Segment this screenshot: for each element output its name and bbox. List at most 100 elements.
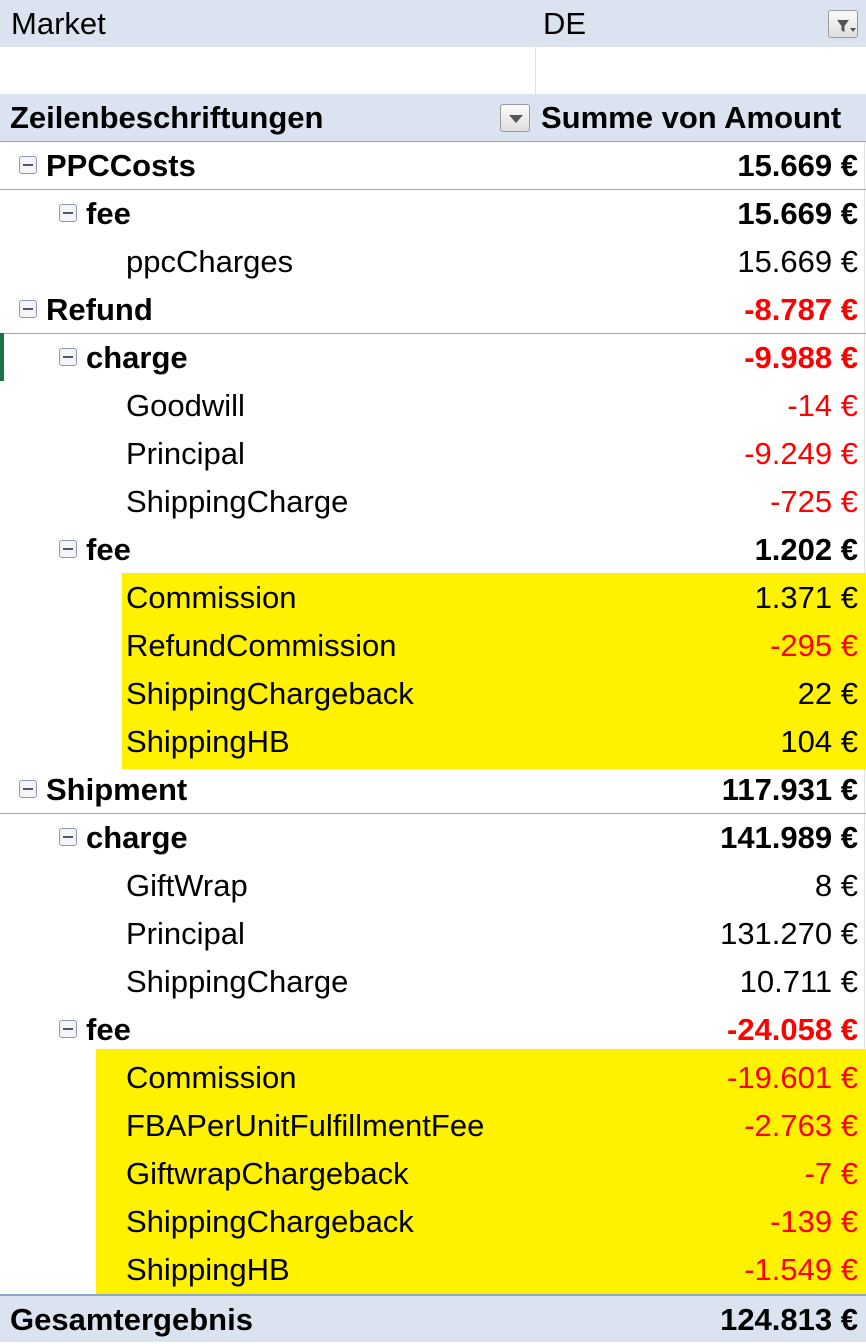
active-cell-marker xyxy=(0,333,4,381)
grand-total-label: Gesamtergebnis xyxy=(10,1302,253,1337)
pivot-row-level3[interactable]: ppcCharges 15.669 € xyxy=(0,238,866,286)
row-value: -9.988 € xyxy=(744,340,858,375)
pivot-row-level1[interactable]: PPCCosts 15.669 € xyxy=(0,142,866,190)
row-value: -19.601 € xyxy=(727,1060,858,1095)
row-label: Principal xyxy=(126,436,245,471)
pivot-row-level3[interactable]: ShippingCharge 10.711 € xyxy=(0,958,866,1006)
row-label: ppcCharges xyxy=(126,244,294,279)
pivot-row-level3[interactable]: GiftwrapChargeback -7 € xyxy=(0,1150,866,1198)
row-label: Commission xyxy=(126,580,297,615)
row-value: 15.669 € xyxy=(737,196,858,231)
row-value: -1.549 € xyxy=(744,1252,858,1287)
pivot-filter-row: Market DE xyxy=(0,0,866,48)
row-label: charge xyxy=(86,340,188,375)
row-value: -725 € xyxy=(770,484,858,519)
pivot-row-level3[interactable]: Commission 1.371 € xyxy=(0,574,866,622)
row-value: 10.711 € xyxy=(739,964,858,999)
row-labels-header: Zeilenbeschriftungen xyxy=(10,100,324,135)
row-value: -139 € xyxy=(770,1204,858,1239)
row-label: RefundCommission xyxy=(126,628,397,663)
pivot-row-level3[interactable]: Principal -9.249 € xyxy=(0,430,866,478)
filter-funnel-icon xyxy=(837,20,856,32)
pivot-row-level2[interactable]: fee 1.202 € xyxy=(0,526,866,574)
row-label: FBAPerUnitFulfillmentFee xyxy=(126,1108,485,1143)
row-value: -14 € xyxy=(787,388,858,423)
row-value: 8 € xyxy=(814,868,858,903)
chevron-down-icon xyxy=(509,115,523,123)
pivot-row-level2[interactable]: fee 15.669 € xyxy=(0,190,866,238)
section-separator xyxy=(0,813,866,814)
pivot-row-level3[interactable]: Goodwill -14 € xyxy=(0,382,866,430)
pivot-row-level2[interactable]: charge -9.988 € xyxy=(0,334,866,382)
row-labels-dropdown-button[interactable] xyxy=(500,104,530,132)
row-value: -295 € xyxy=(770,628,858,663)
row-value: 131.270 € xyxy=(720,916,858,951)
pivot-row-level3[interactable]: ShippingChargeback 22 € xyxy=(0,670,866,718)
section-separator xyxy=(0,333,866,334)
row-label: GiftWrap xyxy=(126,868,248,903)
row-label: Commission xyxy=(126,1060,297,1095)
row-value: -7 € xyxy=(804,1156,858,1191)
section-separator xyxy=(0,189,866,190)
row-value: -2.763 € xyxy=(744,1108,858,1143)
collapse-toggle-icon[interactable] xyxy=(19,780,37,798)
row-label: Goodwill xyxy=(126,388,245,423)
row-value: 141.989 € xyxy=(720,820,858,855)
row-value: 15.669 € xyxy=(737,148,858,183)
row-label: Shipment xyxy=(46,772,188,807)
row-label: ShippingHB xyxy=(126,1252,290,1287)
row-label: GiftwrapChargeback xyxy=(126,1156,409,1191)
row-value: 1.371 € xyxy=(754,580,858,615)
pivot-row-level3[interactable]: GiftWrap 8 € xyxy=(0,862,866,910)
row-value: 15.669 € xyxy=(737,244,858,279)
row-label: ShippingCharge xyxy=(126,484,349,519)
row-value: -9.249 € xyxy=(744,436,858,471)
collapse-toggle-icon[interactable] xyxy=(59,204,77,222)
pivot-row-level3[interactable]: ShippingCharge -725 € xyxy=(0,478,866,526)
row-value: 117.931 € xyxy=(721,772,858,807)
pivot-column-header-row: Zeilenbeschriftungen Summe von Amount xyxy=(0,94,866,142)
row-value: 22 € xyxy=(797,676,858,711)
grand-total-row[interactable]: Gesamtergebnis 124.813 € xyxy=(0,1294,866,1342)
pivot-row-level3[interactable]: FBAPerUnitFulfillmentFee -2.763 € xyxy=(0,1102,866,1150)
row-label: Refund xyxy=(46,292,153,327)
pivot-row-level2[interactable]: fee -24.058 € xyxy=(0,1006,866,1054)
row-label: ShippingChargeback xyxy=(126,1204,414,1239)
pivot-row-level3[interactable]: ShippingHB -1.549 € xyxy=(0,1246,866,1294)
collapse-toggle-icon[interactable] xyxy=(19,156,37,174)
highlight-block-shipment-fee xyxy=(96,1049,866,1294)
row-label: fee xyxy=(86,196,131,231)
pivot-row-level2[interactable]: charge 141.989 € xyxy=(0,814,866,862)
values-header: Summe von Amount xyxy=(541,100,842,135)
collapse-toggle-icon[interactable] xyxy=(59,828,77,846)
highlight-block-refund-fee xyxy=(122,573,866,769)
row-label: Principal xyxy=(126,916,245,951)
filter-field-label: Market xyxy=(11,6,106,41)
row-value: 1.202 € xyxy=(754,532,858,567)
row-label: PPCCosts xyxy=(46,148,196,183)
row-label: ShippingHB xyxy=(126,724,290,759)
row-value: -24.058 € xyxy=(727,1012,858,1047)
collapse-toggle-icon[interactable] xyxy=(59,348,77,366)
row-value: -8.787 € xyxy=(744,292,858,327)
pivot-row-level1[interactable]: Shipment 117.931 € xyxy=(0,766,866,814)
pivot-row-level3[interactable]: ShippingChargeback -139 € xyxy=(0,1198,866,1246)
row-label: fee xyxy=(86,532,131,567)
row-label: fee xyxy=(86,1012,131,1047)
filter-dropdown-button[interactable] xyxy=(828,10,858,38)
row-value: 104 € xyxy=(780,724,858,759)
grand-total-value: 124.813 € xyxy=(720,1302,858,1337)
row-label: ShippingCharge xyxy=(126,964,349,999)
collapse-toggle-icon[interactable] xyxy=(59,1020,77,1038)
row-label: charge xyxy=(86,820,188,855)
row-label: ShippingChargeback xyxy=(126,676,414,711)
filter-value: DE xyxy=(543,6,587,41)
pivot-row-level3[interactable]: ShippingHB 104 € xyxy=(0,718,866,766)
blank-row xyxy=(0,47,866,95)
collapse-toggle-icon[interactable] xyxy=(59,540,77,558)
pivot-row-level1[interactable]: Refund -8.787 € xyxy=(0,286,866,334)
collapse-toggle-icon[interactable] xyxy=(19,300,37,318)
pivot-row-level3[interactable]: Principal 131.270 € xyxy=(0,910,866,958)
pivot-row-level3[interactable]: RefundCommission -295 € xyxy=(0,622,866,670)
pivot-row-level3[interactable]: Commission -19.601 € xyxy=(0,1054,866,1102)
